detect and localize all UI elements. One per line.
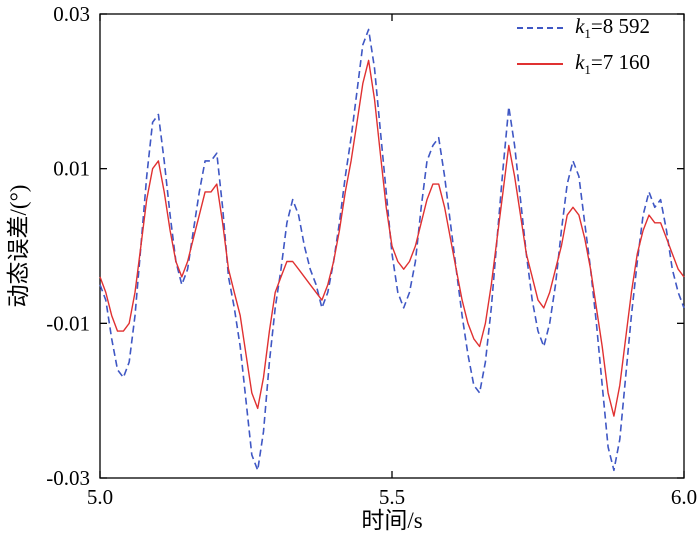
legend-solid-line-sample	[517, 63, 564, 65]
x-tick-label: 5.0	[87, 485, 113, 509]
y-axis-label: 动态误差/(°)	[6, 185, 31, 308]
y-tick-label: 0.03	[53, 2, 90, 26]
series-line-k1-7160	[99, 59, 685, 417]
series-line-k1-8592	[99, 28, 685, 472]
legend-label-k1-7160: k1=7 160	[575, 50, 650, 78]
x-axis-label: 时间/s	[361, 508, 422, 533]
legend-value: =7 160	[590, 49, 650, 74]
legend-value: =8 592	[590, 13, 650, 38]
legend-symbol: k	[575, 49, 585, 74]
legend-label-k1-8592: k1=8 592	[575, 14, 650, 42]
x-tick-label: 6.0	[671, 485, 697, 509]
y-tick-label: 0.01	[53, 157, 90, 181]
legend-dashed-line-sample	[517, 27, 564, 29]
x-tick-label: 5.5	[379, 485, 405, 509]
legend: k1=8 592 k1=7 160	[517, 14, 650, 78]
legend-item-k1-8592: k1=8 592	[517, 14, 650, 42]
legend-symbol: k	[575, 13, 585, 38]
y-tick-label: -0.03	[46, 466, 90, 490]
y-tick-label: -0.01	[46, 311, 90, 335]
legend-item-k1-7160: k1=7 160	[517, 50, 650, 78]
legend-subscript: 1	[584, 26, 591, 42]
legend-subscript: 1	[584, 62, 591, 78]
